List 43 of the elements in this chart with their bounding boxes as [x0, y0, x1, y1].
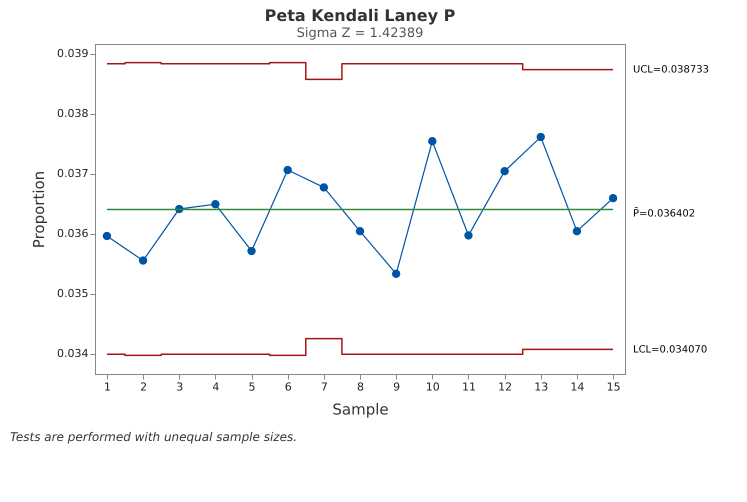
y-axis-title: Proportion	[30, 170, 48, 248]
x-tick-label: 7	[320, 380, 328, 394]
y-tick-label: 0.039	[57, 47, 88, 60]
x-tick-label: 13	[534, 380, 548, 394]
series-label: LCL=0.034070	[633, 344, 708, 356]
point	[320, 183, 328, 192]
x-tick-label: 15	[606, 380, 621, 394]
x-axis-title: Sample	[332, 400, 389, 418]
point	[572, 227, 582, 236]
point	[464, 231, 473, 240]
x-tick-label: 9	[393, 380, 400, 394]
x-tick-label: 12	[498, 380, 512, 394]
x-tick-label: 6	[284, 380, 292, 394]
point	[284, 166, 292, 174]
x-tick-label: 14	[570, 380, 584, 394]
point	[500, 167, 509, 176]
ref-line-label: P̄=0.036402	[633, 206, 696, 220]
y-tick-label: 0.034	[57, 347, 88, 360]
chart-title: Peta Kendali Laney P	[264, 6, 456, 25]
point	[247, 246, 256, 256]
point	[211, 200, 220, 208]
y-tick-label: 0.035	[57, 287, 88, 300]
y-tick-label: 0.036	[57, 227, 88, 240]
point	[392, 270, 400, 278]
x-tick-label: 4	[212, 380, 220, 394]
x-tick-label: 5	[248, 380, 256, 394]
point	[608, 194, 618, 202]
point	[138, 256, 148, 265]
x-tick-label: 8	[357, 380, 364, 394]
point	[536, 132, 545, 142]
y-tick-label: 0.037	[57, 167, 88, 180]
point	[102, 232, 112, 240]
x-tick-label: 2	[140, 380, 148, 394]
point	[428, 137, 436, 146]
series-label: UCL=0.038733	[633, 64, 709, 76]
chart-subtitle: Sigma Z = 1.42389	[296, 26, 424, 41]
x-tick-label: 3	[176, 380, 184, 394]
x-tick-label: 1	[104, 380, 111, 394]
y-tick-label: 0.038	[57, 107, 88, 120]
point	[356, 227, 364, 236]
x-tick-label: 10	[426, 380, 440, 394]
x-tick-label: 11	[462, 380, 476, 394]
text: Tests are performed with unequal sample sizes.	[10, 430, 298, 444]
